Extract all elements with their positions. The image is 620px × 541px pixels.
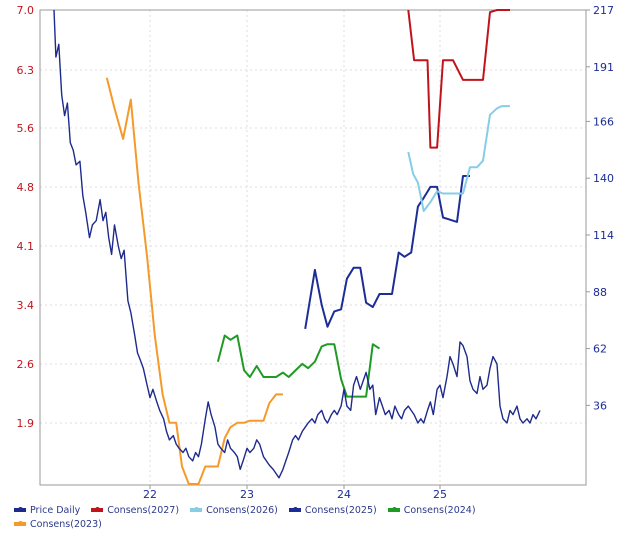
legend-swatch [91, 507, 104, 512]
chart-legend: Price Daily Consens(2027) Consens(2026) … [14, 503, 614, 531]
right-axis-tick-label: 191 [593, 61, 614, 74]
left-axis-tick-label: 1.9 [17, 417, 35, 430]
series-line-consens-2027 [407, 9, 510, 149]
left-axis-labels: 7.0 6.3 5.6 4.8 4.1 3.4 2.6 1.9 [17, 4, 35, 430]
right-axis-tick-label: 88 [593, 286, 607, 299]
legend-label: Consens(2024) [403, 504, 476, 516]
x-axis-tick-label: 23 [240, 488, 254, 501]
legend-swatch [14, 521, 26, 526]
series-lines [53, 9, 541, 485]
plot-area-border [39, 9, 587, 486]
legend-swatch [387, 507, 400, 512]
legend-row-2: Consens(2023) [14, 517, 614, 531]
x-axis-tick-label: 25 [433, 488, 447, 501]
legend-swatch [14, 507, 26, 512]
series-line-consens-2024 [216, 334, 381, 398]
legend-row-1: Price Daily Consens(2027) Consens(2026) … [14, 503, 614, 517]
legend-label: Price Daily [30, 504, 81, 516]
left-axis-tick-label: 6.3 [17, 64, 35, 77]
series-line-consens-2023 [105, 77, 283, 485]
gridlines [40, 9, 586, 485]
right-axis-tick-label: 36 [593, 399, 607, 412]
x-axis-tick-label: 22 [143, 488, 157, 501]
left-axis-tick-label: 2.6 [17, 358, 35, 371]
legend-label: Consens(2026) [206, 504, 278, 516]
legend-label: Consens(2027) [107, 504, 180, 516]
legend-item-consens-2024[interactable]: Consens(2024) [387, 504, 476, 516]
legend-item-consens-2027[interactable]: Consens(2027) [91, 505, 179, 516]
right-axis-tick-label: 217 [593, 4, 614, 17]
right-axis-tick-label: 140 [593, 172, 614, 185]
legend-label: Consens(2023) [30, 518, 102, 530]
legend-item-consens-2025[interactable]: Consens(2025) [288, 504, 377, 516]
series-line-consens-2026 [407, 105, 510, 212]
legend-item-consens-2023[interactable]: Consens(2023) [14, 519, 102, 530]
legend-label: Consens(2025) [304, 504, 377, 516]
left-axis-tick-label: 5.6 [17, 122, 35, 135]
left-axis-tick-label: 3.4 [17, 299, 35, 312]
left-axis-tick-label: 4.1 [17, 240, 35, 253]
x-axis-tick-label: 24 [337, 488, 351, 501]
legend-item-consens-2026[interactable]: Consens(2026) [190, 505, 278, 516]
right-axis-tick-label: 114 [593, 229, 614, 242]
legend-swatch [288, 507, 301, 512]
series-line-price-daily [53, 9, 541, 479]
x-axis-labels: 22 23 24 25 [143, 485, 447, 501]
left-axis-tick-label: 7.0 [17, 4, 35, 17]
legend-item-price-daily[interactable]: Price Daily [14, 505, 80, 516]
series-line-consens-2025 [304, 175, 470, 330]
left-axis-tick-label: 4.8 [17, 181, 35, 194]
right-axis-labels: 217 191 166 140 114 88 62 36 [586, 4, 614, 412]
right-axis-tick-label: 166 [593, 115, 614, 128]
legend-swatch [190, 507, 203, 512]
right-axis-tick-label: 62 [593, 343, 607, 356]
